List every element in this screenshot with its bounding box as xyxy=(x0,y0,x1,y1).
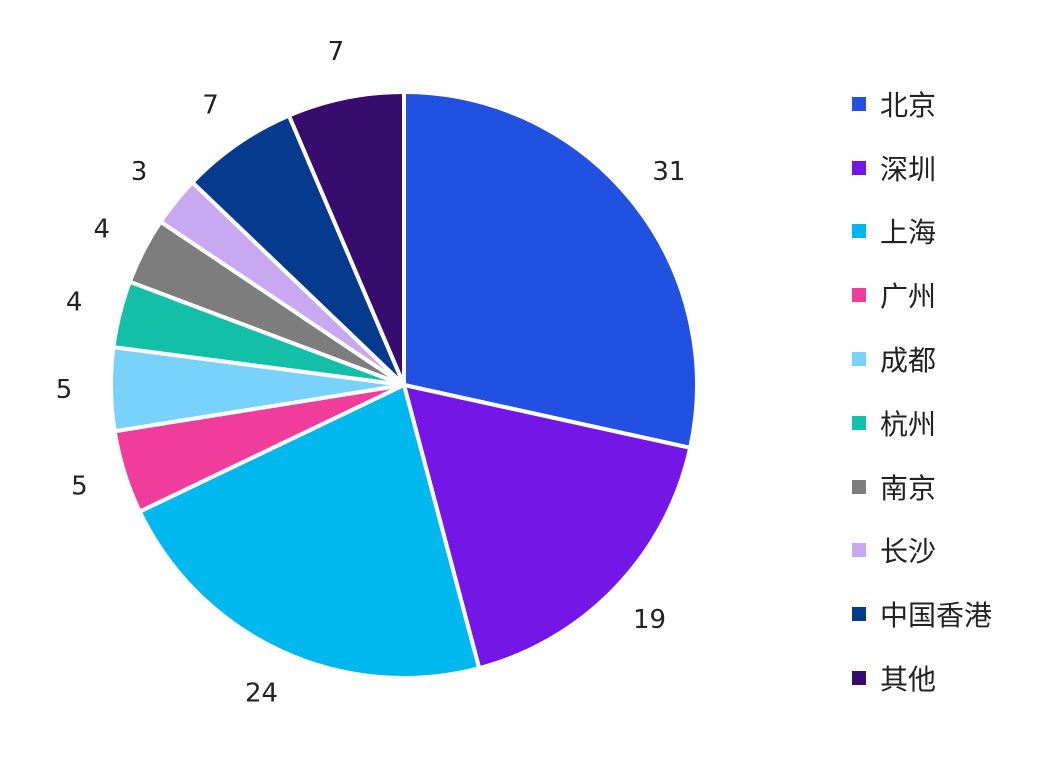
legend-swatch xyxy=(852,415,866,430)
pie-slice-2 xyxy=(402,383,693,671)
data-label-8: 3 xyxy=(131,157,148,187)
data-label-5: 5 xyxy=(56,375,73,405)
data-label-1: 31 xyxy=(652,157,685,187)
legend-item: 杭州 xyxy=(852,391,1042,455)
legend-item: 其他 xyxy=(852,646,1042,710)
legend-swatch xyxy=(852,160,866,175)
legend-swatch xyxy=(852,671,866,686)
legend-item: 南京 xyxy=(852,455,1042,519)
legend-label: 广州 xyxy=(880,280,937,314)
pie-slices xyxy=(109,90,699,680)
pie-slice-10 xyxy=(286,90,406,387)
legend-swatch xyxy=(852,479,866,494)
data-label-4: 5 xyxy=(71,471,88,501)
legend-label: 杭州 xyxy=(880,407,937,441)
legend-label: 其他 xyxy=(880,663,937,697)
data-label-3: 24 xyxy=(245,679,278,709)
legend-item: 长沙 xyxy=(852,519,1042,583)
legend-item: 北京 xyxy=(852,72,1042,136)
legend-swatch xyxy=(852,543,866,558)
legend-item: 中国香港 xyxy=(852,582,1042,646)
legend-label: 成都 xyxy=(880,344,937,378)
pie-slice-9 xyxy=(190,113,406,387)
pie-slice-1 xyxy=(402,90,699,450)
legend-swatch xyxy=(852,224,866,239)
data-label-9: 7 xyxy=(202,90,219,120)
legend-swatch xyxy=(852,96,866,111)
pie-slice-3 xyxy=(137,383,482,680)
legend-label: 深圳 xyxy=(880,152,937,186)
legend-item: 成都 xyxy=(852,327,1042,391)
legend: 北京深圳上海广州成都杭州南京长沙中国香港其他 xyxy=(852,72,1042,710)
legend-item: 上海 xyxy=(852,200,1042,264)
legend-swatch xyxy=(852,352,866,367)
legend-label: 南京 xyxy=(880,471,937,505)
legend-label: 北京 xyxy=(880,88,937,122)
data-label-10: 7 xyxy=(328,37,345,67)
legend-item: 广州 xyxy=(852,263,1042,327)
legend-swatch xyxy=(852,607,866,622)
legend-label: 中国香港 xyxy=(880,599,993,633)
data-label-7: 4 xyxy=(93,214,110,244)
data-label-2: 19 xyxy=(633,605,666,635)
legend-label: 上海 xyxy=(880,216,937,250)
legend-item: 深圳 xyxy=(852,136,1042,200)
legend-swatch xyxy=(852,288,866,303)
legend-label: 长沙 xyxy=(880,535,937,569)
data-label-6: 4 xyxy=(66,288,83,318)
